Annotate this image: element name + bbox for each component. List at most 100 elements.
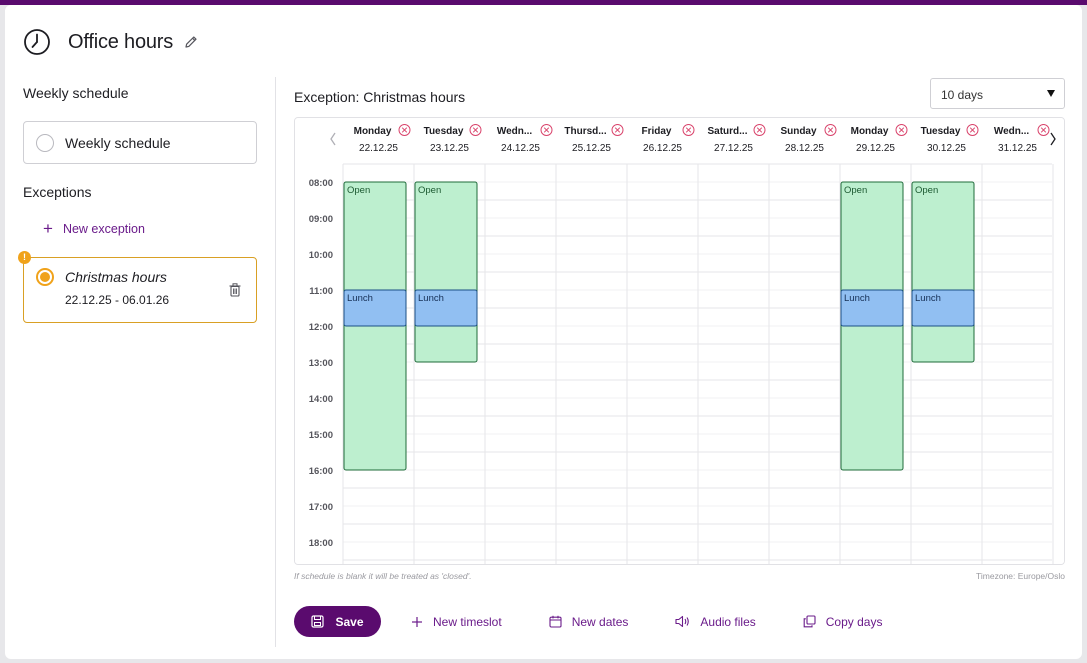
audio-files-label: Audio files (700, 614, 756, 629)
exception-date-range: 22.12.25 - 06.01.26 (65, 293, 170, 307)
new-timeslot-label: New timeslot (433, 614, 502, 629)
day-date: 26.12.25 (643, 143, 682, 154)
copy-days-button[interactable]: Copy days (803, 614, 883, 629)
new-timeslot-button[interactable]: New timeslot (411, 615, 502, 629)
warning-icon: ! (18, 251, 31, 264)
timezone-label: Timezone: Europe/Oslo (976, 571, 1065, 581)
page-title: Office hours (68, 30, 174, 53)
weekly-schedule-radio[interactable] (36, 133, 54, 152)
top-accent-notch (545, 1, 555, 6)
hour-label: 08:00 (309, 178, 333, 189)
day-name: Tuesday (424, 126, 464, 137)
day-name: Thursd... (564, 126, 606, 137)
weekly-schedule-option[interactable]: Weekly schedule (23, 121, 257, 164)
day-name: Sunday (780, 126, 817, 137)
exceptions-heading: Exceptions (23, 184, 92, 200)
remove-day-icon[interactable] (753, 124, 766, 136)
calendar-grid: 08:00 09:00 10:00 11:00 12:00 13:00 14:00 15:00… (295, 118, 1064, 564)
new-dates-button[interactable]: New dates (549, 614, 629, 629)
remove-day-icon[interactable] (682, 124, 695, 136)
action-bar: Save New timeslot New dates A (294, 606, 882, 637)
hour-label: 09:00 (309, 214, 333, 225)
remove-day-icon[interactable] (469, 124, 482, 136)
plus-icon: + (43, 219, 53, 238)
remove-day-icon[interactable] (966, 124, 979, 136)
weekly-schedule-heading: Weekly schedule (23, 85, 129, 101)
hour-label: 18:00 (309, 538, 333, 549)
remove-day-icon[interactable] (1037, 124, 1050, 136)
remove-day-icon[interactable] (398, 124, 411, 136)
day-header: Thursd... 25.12.25 (564, 124, 624, 154)
timeslot-label: Lunch (418, 293, 444, 304)
range-select[interactable]: 10 days (930, 78, 1065, 109)
hour-label: 16:00 (309, 466, 333, 477)
day-name: Wedn... (994, 126, 1030, 137)
hour-label: 15:00 (309, 430, 333, 441)
speaker-icon (675, 615, 690, 628)
day-header: Saturd... 27.12.25 (707, 124, 766, 154)
day-name: Friday (641, 126, 671, 137)
day-date: 22.12.25 (359, 143, 398, 154)
top-accent-bar (0, 0, 1087, 5)
hour-label: 12:00 (309, 322, 333, 333)
left-column: Weekly schedule Weekly schedule Exceptio… (18, 85, 257, 323)
day-header: Wedn... 31.12.25 (994, 124, 1050, 154)
edit-pencil-icon[interactable] (183, 34, 199, 50)
day-date: 31.12.25 (998, 143, 1037, 154)
day-header: Sunday 28.12.25 (780, 124, 837, 154)
remove-day-icon[interactable] (611, 124, 624, 136)
chevron-right-icon[interactable] (1050, 132, 1056, 146)
plus-icon (412, 616, 422, 627)
column-divider (275, 77, 276, 647)
blank-schedule-note: If schedule is blank it will be treated … (294, 571, 472, 581)
hour-label: 10:00 (309, 250, 333, 261)
day-header: Wedn... 24.12.25 (497, 124, 553, 154)
audio-files-button[interactable]: Audio files (675, 614, 756, 629)
chevron-left-icon[interactable] (330, 132, 336, 146)
day-name: Monday (851, 126, 889, 137)
weekly-schedule-option-label: Weekly schedule (65, 134, 171, 151)
timeslot-label: Open (418, 185, 441, 196)
range-select-value: 10 days (941, 88, 984, 102)
timeslot-label: Open (915, 185, 938, 196)
copy-days-label: Copy days (825, 614, 883, 629)
day-date: 29.12.25 (856, 143, 895, 154)
day-date: 25.12.25 (572, 143, 611, 154)
exception-card-christmas[interactable]: ! Christmas hours 22.12.25 - 06.01.26 (18, 251, 257, 323)
trash-icon[interactable] (229, 283, 241, 297)
lunch-timeslot[interactable]: Lunch (414, 289, 478, 327)
exception-name: Christmas hours (65, 269, 167, 285)
new-exception-button[interactable]: + New exception (43, 220, 257, 237)
new-dates-label: New dates (571, 614, 629, 629)
hour-label: 13:00 (309, 358, 333, 369)
hour-label: 14:00 (309, 394, 333, 405)
lunch-timeslot[interactable]: Lunch (840, 289, 904, 327)
day-name: Tuesday (921, 126, 961, 137)
caret-down-icon (1047, 90, 1055, 97)
save-button-label: Save (335, 614, 364, 629)
lunch-timeslot[interactable]: Lunch (343, 289, 407, 327)
copy-icon (803, 615, 816, 628)
remove-day-icon[interactable] (540, 124, 553, 136)
open-timeslot[interactable]: Open (414, 181, 478, 363)
day-name: Monday (354, 126, 392, 137)
day-header: Tuesday 30.12.25 (921, 124, 979, 154)
timeslot-label: Open (844, 185, 867, 196)
lunch-timeslot[interactable]: Lunch (911, 289, 975, 327)
save-button[interactable]: Save (294, 606, 381, 637)
page-header: Office hours (23, 27, 199, 57)
exception-radio-selected[interactable] (36, 268, 54, 286)
open-timeslot[interactable]: Open (911, 181, 975, 363)
timeslot-label: Lunch (844, 293, 870, 304)
remove-day-icon[interactable] (895, 124, 908, 136)
remove-day-icon[interactable] (824, 124, 837, 136)
exception-calendar: 08:00 09:00 10:00 11:00 12:00 13:00 14:00 15:00… (294, 117, 1065, 565)
clock-icon (24, 29, 50, 55)
hour-label: 11:00 (309, 286, 333, 297)
office-hours-panel: Office hours Weekly schedule Weekly sche… (5, 5, 1082, 659)
day-header: Tuesday 23.12.25 (424, 124, 482, 154)
timeslot-label: Lunch (347, 293, 373, 304)
timeslot-label: Lunch (915, 293, 941, 304)
calendar-icon (549, 615, 562, 628)
day-name: Wedn... (497, 126, 533, 137)
